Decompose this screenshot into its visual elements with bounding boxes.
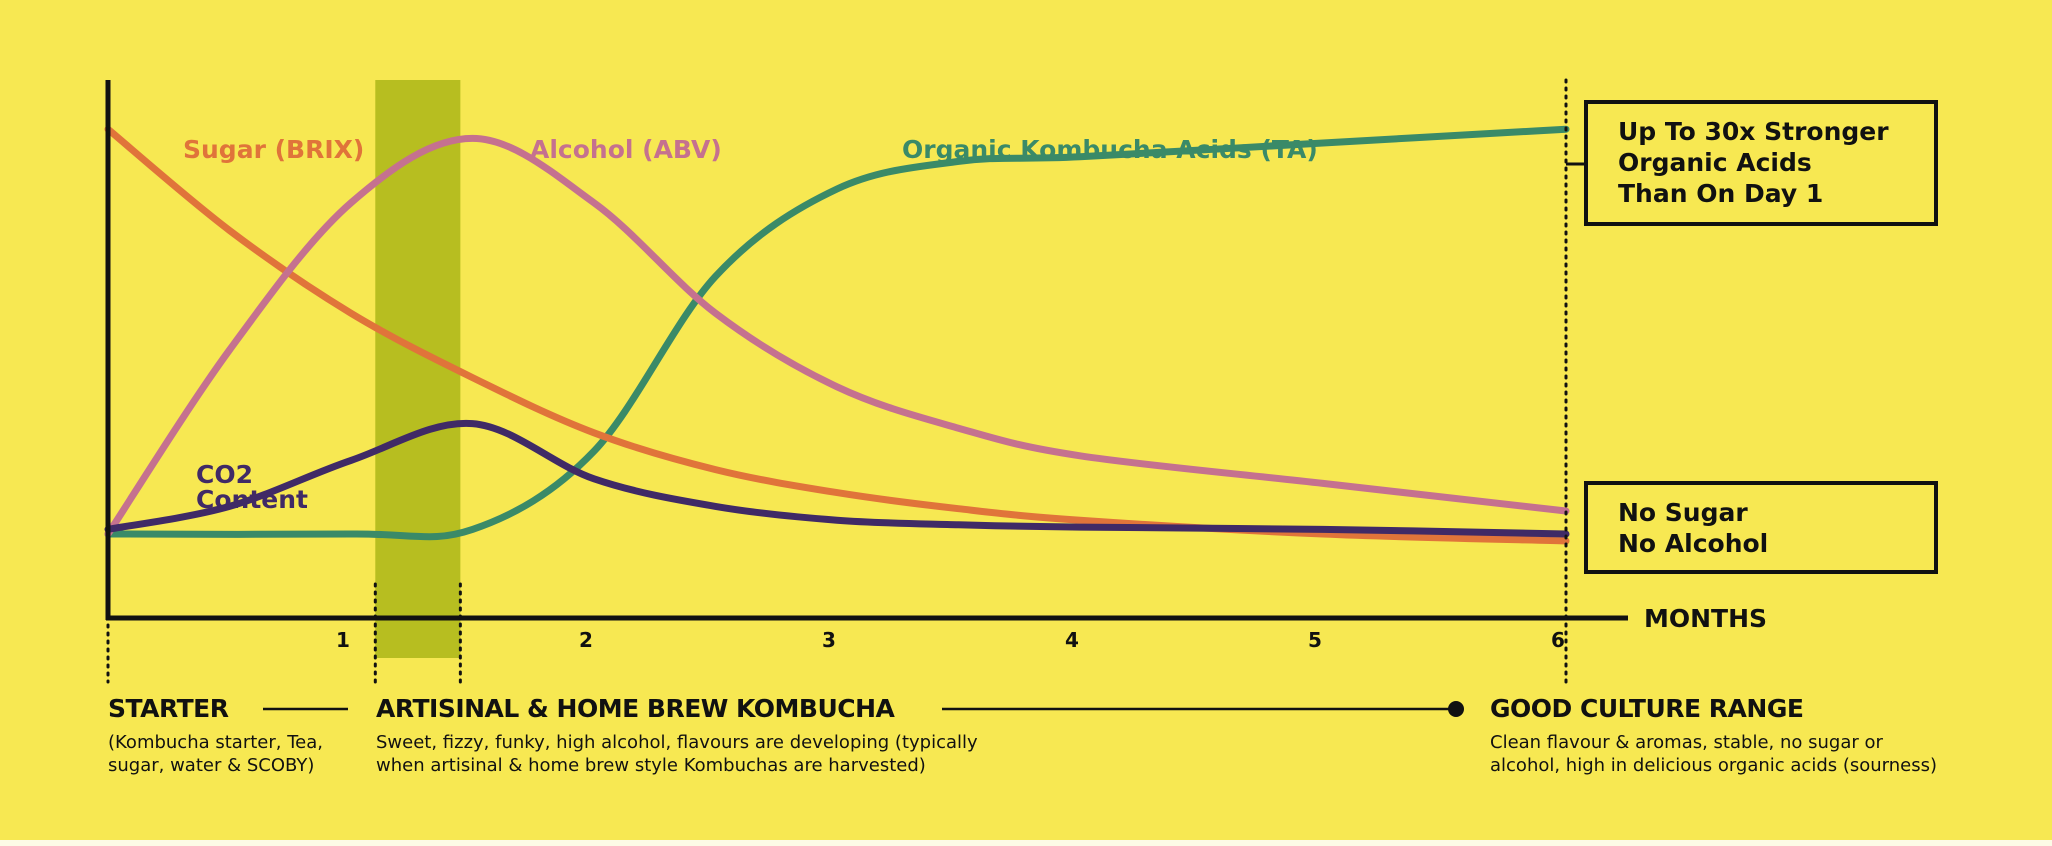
timeline-endpoint — [1448, 701, 1464, 717]
callout-acids-line: Up To 30x Stronger — [1618, 117, 1889, 146]
stage-good-title: GOOD CULTURE RANGE — [1490, 694, 1804, 723]
x-tick-label: 2 — [579, 628, 593, 652]
callout-no-sugar-line: No Alcohol — [1618, 529, 1769, 558]
x-tick-label: 3 — [822, 628, 836, 652]
series-label: Alcohol (ABV) — [530, 135, 722, 164]
highlight-band — [375, 80, 461, 658]
series-label-line: Sugar (BRIX) — [183, 135, 364, 164]
series-label: Sugar (BRIX) — [183, 135, 364, 164]
x-tick-label: 1 — [336, 628, 350, 652]
stage-artisinal-desc-line: Sweet, fizzy, funky, high alcohol, flavo… — [376, 732, 978, 753]
x-tick-label: 4 — [1065, 628, 1079, 652]
stage-artisinal-desc: Sweet, fizzy, funky, high alcohol, flavo… — [376, 731, 978, 777]
stage-good-desc: Clean flavour & aromas, stable, no sugar… — [1490, 731, 1937, 777]
series-line-3 — [104, 419, 1570, 538]
series-label: Organic Kombucha Acids (TA) — [902, 135, 1318, 164]
stage-artisinal-desc-line: when artisinal & home brew style Kombuch… — [376, 755, 926, 776]
series-label-line: Content — [196, 485, 308, 514]
stage-artisinal-title: ARTISINAL & HOME BREW KOMBUCHA — [376, 694, 895, 723]
x-axis-unit-label: MONTHS — [1644, 604, 1767, 633]
stage-good-desc-line: alcohol, high in delicious organic acids… — [1490, 755, 1938, 776]
callout-acids-line: Organic Acids — [1618, 148, 1812, 177]
callout-no-sugar-line: No Sugar — [1618, 498, 1748, 527]
series-line-1 — [104, 134, 1570, 538]
series-label-line: Alcohol (ABV) — [530, 135, 722, 164]
stage-starter-title: STARTER — [108, 694, 229, 723]
callout-acids: Up To 30x Stronger Organic Acids Than On… — [1584, 100, 1938, 226]
stage-starter-desc-line: (Kombucha starter, Tea, — [108, 732, 323, 753]
series-label-line: CO2 — [196, 460, 253, 489]
stage-starter-desc-line: sugar, water & SCOBY) — [108, 755, 315, 776]
series-label-line: Organic Kombucha Acids (TA) — [902, 135, 1318, 164]
callout-acids-line: Than On Day 1 — [1618, 179, 1824, 208]
stage-good-desc-line: Clean flavour & aromas, stable, no sugar… — [1490, 732, 1883, 753]
x-tick-label: 6 — [1551, 628, 1565, 652]
stage-starter-desc: (Kombucha starter, Tea, sugar, water & S… — [108, 731, 323, 777]
series-label: CO2 Content — [196, 460, 308, 514]
series-line-2 — [104, 125, 1570, 541]
x-tick-label: 5 — [1308, 628, 1322, 652]
callout-no-sugar: No Sugar No Alcohol — [1584, 481, 1938, 574]
